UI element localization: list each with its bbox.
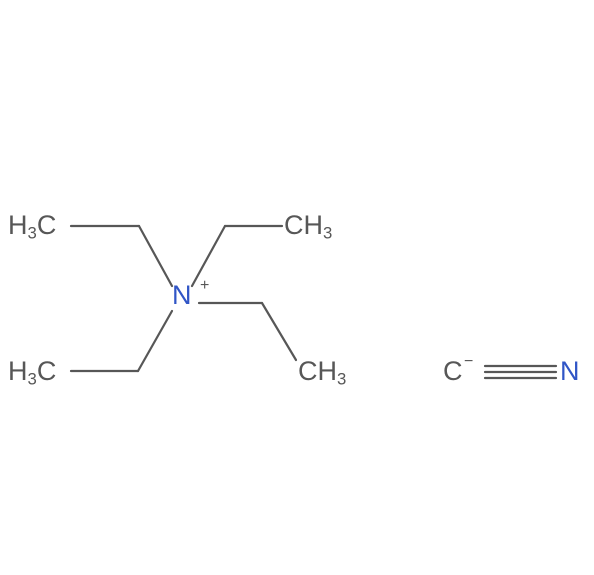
c-symbol: C <box>298 358 318 385</box>
c-symbol: C <box>443 358 463 385</box>
center-nitrogen-label: N <box>172 282 192 309</box>
nitrogen-symbol: N <box>172 282 192 309</box>
methyl-top-right: CH3 <box>284 212 332 242</box>
cyanide-nitrogen: N <box>560 358 580 385</box>
c-symbol: C <box>284 212 304 239</box>
nitrogen-symbol: N <box>560 358 580 385</box>
c-symbol: C <box>37 358 57 385</box>
nitrogen-positive-charge: + <box>200 278 209 294</box>
cyanide-negative-charge: − <box>464 354 473 370</box>
c-symbol: C <box>37 212 57 239</box>
h-subscript: 3 <box>323 224 332 243</box>
bonds-layer <box>0 0 594 575</box>
h-subscript: 3 <box>28 370 37 389</box>
methyl-top-left: H3C <box>8 212 56 242</box>
chemical-structure: N + H3C CH3 H3C CH3 C − N <box>0 0 594 575</box>
methyl-bottom-left: H3C <box>8 358 56 388</box>
methyl-bottom-right: CH3 <box>298 358 346 388</box>
h-subscript: 3 <box>337 370 346 389</box>
h-symbol: H <box>8 358 28 385</box>
h-subscript: 3 <box>28 224 37 243</box>
cyanide-carbon: C <box>443 358 463 385</box>
h-symbol: H <box>8 212 28 239</box>
h-symbol: H <box>318 358 338 385</box>
h-symbol: H <box>304 212 324 239</box>
